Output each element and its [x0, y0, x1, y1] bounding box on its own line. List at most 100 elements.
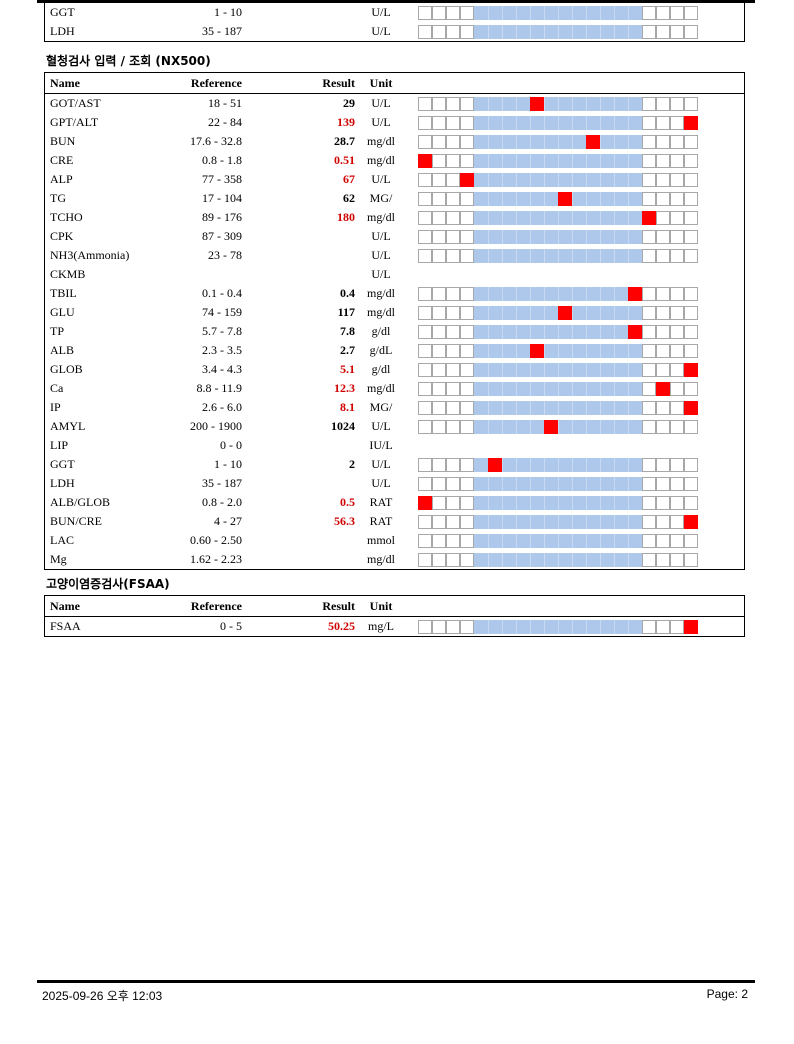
- gauge-gridline: [488, 420, 489, 434]
- gauge-gridline: [516, 306, 517, 320]
- gauge-gridline: [502, 97, 503, 111]
- table-row: TBIL 0.1 - 0.4 0.4 mg/dl: [45, 284, 744, 303]
- gauge-cell: [684, 154, 698, 168]
- test-name: Ca: [50, 381, 64, 395]
- gauge-cell: [418, 477, 432, 491]
- result-gauge: [418, 515, 699, 529]
- table-row: ALB 2.3 - 3.5 2.7 g/dL: [45, 341, 744, 360]
- gauge-gridline: [558, 135, 559, 149]
- gauge-gridline: [516, 135, 517, 149]
- gauge-gridline: [530, 363, 531, 377]
- result-value: 0.4: [340, 286, 355, 300]
- gauge-cell: [684, 420, 698, 434]
- test-name: GPT/ALT: [50, 115, 99, 129]
- gauge-cell: [642, 306, 656, 320]
- gauge-cell: [642, 534, 656, 548]
- gauge-gridline: [544, 97, 545, 111]
- gauge-cell: [670, 382, 684, 396]
- gauge-gridline: [544, 6, 545, 20]
- gauge-gridline: [530, 496, 531, 510]
- gauge-cell: [670, 458, 684, 472]
- gauge-gridline: [614, 420, 615, 434]
- result-gauge: [418, 154, 699, 168]
- gauge-gridline: [502, 25, 503, 39]
- gauge-cell: [418, 287, 432, 301]
- gauge-gridline: [516, 25, 517, 39]
- gauge-gridline: [614, 173, 615, 187]
- unit-value: g/dl: [371, 362, 391, 376]
- gauge-gridline: [572, 211, 573, 225]
- table-row: GPT/ALT 22 - 84 139 U/L: [45, 113, 744, 132]
- test-name: GLOB: [50, 362, 83, 376]
- fsaa-results-table: Name Reference Result Unit FSAA 0 - 5 50.25 mg/…: [44, 595, 745, 637]
- gauge-gridline: [530, 306, 531, 320]
- gauge-cell: [432, 135, 446, 149]
- gauge-gridline: [544, 116, 545, 130]
- reference-range: 4 - 27: [214, 514, 242, 528]
- gauge-cell: [670, 306, 684, 320]
- gauge-cell: [656, 211, 670, 225]
- table-row: BUN 17.6 - 32.8 28.7 mg/dl: [45, 132, 744, 151]
- gauge-cell: [460, 306, 474, 320]
- gauge-cell: [656, 363, 670, 377]
- result-gauge: [418, 458, 699, 472]
- gauge-cell: [642, 192, 656, 206]
- unit-value: RAT: [369, 495, 393, 509]
- gauge-gridline: [628, 249, 629, 263]
- gauge-gridline: [544, 25, 545, 39]
- gauge-cell: [684, 6, 698, 20]
- gauge-cell: [418, 192, 432, 206]
- gauge-cell: [656, 401, 670, 415]
- reference-range: 22 - 84: [208, 115, 242, 129]
- gauge-gridline: [488, 135, 489, 149]
- gauge-marker: [684, 116, 698, 130]
- gauge-gridline: [628, 230, 629, 244]
- unit-value: mg/dl: [366, 305, 395, 319]
- gauge-cell: [460, 154, 474, 168]
- gauge-gridline: [530, 534, 531, 548]
- gauge-gridline: [516, 553, 517, 567]
- gauge-cell: [642, 249, 656, 263]
- gauge-gridline: [530, 116, 531, 130]
- reference-range: 74 - 159: [202, 305, 242, 319]
- gauge-gridline: [488, 211, 489, 225]
- gauge-gridline: [502, 420, 503, 434]
- result-value: 8.1: [340, 400, 355, 414]
- gauge-cell: [656, 154, 670, 168]
- gauge-cell: [642, 620, 656, 634]
- gauge-gridline: [558, 534, 559, 548]
- gauge-marker: [558, 306, 572, 320]
- gauge-gridline: [558, 287, 559, 301]
- gauge-marker: [684, 515, 698, 529]
- gauge-gridline: [572, 97, 573, 111]
- gauge-gridline: [586, 496, 587, 510]
- header-unit: Unit: [369, 76, 393, 90]
- gauge-marker: [460, 173, 474, 187]
- gauge-gridline: [488, 401, 489, 415]
- gauge-gridline: [544, 249, 545, 263]
- gauge-cell: [460, 420, 474, 434]
- gauge-gridline: [558, 173, 559, 187]
- gauge-cell: [684, 458, 698, 472]
- table-row: LIP 0 - 0 IU/L: [45, 436, 744, 455]
- gauge-cell: [656, 116, 670, 130]
- footer-page-number: Page: 2: [706, 987, 748, 1001]
- gauge-cell: [446, 97, 460, 111]
- gauge-gridline: [488, 173, 489, 187]
- gauge-gridline: [544, 306, 545, 320]
- gauge-gridline: [516, 344, 517, 358]
- gauge-cell: [670, 534, 684, 548]
- gauge-gridline: [558, 458, 559, 472]
- gauge-gridline: [516, 97, 517, 111]
- gauge-gridline: [614, 154, 615, 168]
- gauge-gridline: [586, 515, 587, 529]
- test-name: GGT: [50, 457, 75, 471]
- gauge-gridline: [558, 553, 559, 567]
- gauge-cell: [446, 458, 460, 472]
- gauge-marker: [684, 620, 698, 634]
- gauge-gridline: [488, 344, 489, 358]
- gauge-cell: [656, 534, 670, 548]
- gauge-gridline: [586, 211, 587, 225]
- gauge-cell: [670, 477, 684, 491]
- gauge-cell: [446, 325, 460, 339]
